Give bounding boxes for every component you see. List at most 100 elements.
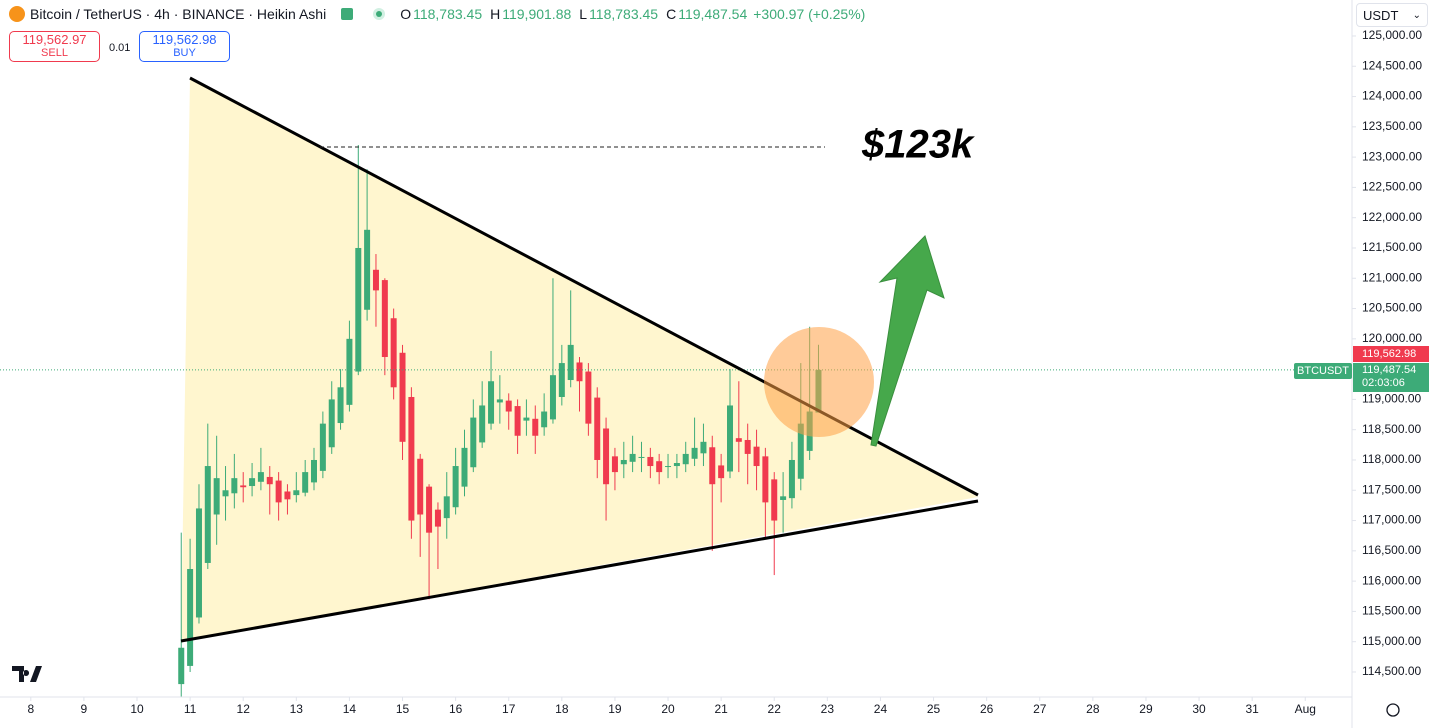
candle-body bbox=[532, 418, 539, 436]
candle-body bbox=[195, 508, 202, 618]
x-tick-label: 28 bbox=[1086, 702, 1100, 716]
x-tick-label: 14 bbox=[343, 702, 357, 716]
x-tick-label: 12 bbox=[237, 702, 251, 716]
last-tag bbox=[1353, 363, 1429, 392]
y-tick-label: 123,000.00 bbox=[1362, 149, 1422, 163]
status-icon bbox=[373, 8, 386, 20]
symbol-title: Bitcoin / TetherUS · 4h · BINANCE · Heik… bbox=[30, 6, 327, 22]
x-tick-label: 23 bbox=[821, 702, 835, 716]
candle-body bbox=[231, 478, 238, 494]
candle-body bbox=[293, 490, 300, 496]
last-tag-label: 119,487.54 bbox=[1362, 364, 1416, 376]
candle-body bbox=[204, 466, 211, 563]
candle-body bbox=[443, 496, 450, 519]
candle-body bbox=[691, 447, 698, 459]
candle-body bbox=[656, 461, 663, 473]
candle-body bbox=[735, 438, 742, 442]
x-tick-label: Aug bbox=[1295, 702, 1316, 716]
candle-body bbox=[434, 509, 441, 527]
ohlc-key: L bbox=[579, 6, 588, 22]
candle-body bbox=[673, 463, 680, 467]
candle-body bbox=[762, 456, 769, 503]
ask-tag bbox=[1353, 346, 1429, 362]
currency-select[interactable]: USDT ⌄ bbox=[1356, 3, 1428, 27]
candle-body bbox=[310, 459, 317, 483]
candle-body bbox=[682, 453, 689, 465]
x-tick-label: 31 bbox=[1245, 702, 1259, 716]
candle-body bbox=[585, 371, 592, 424]
candle-body bbox=[372, 269, 379, 291]
candle-body bbox=[408, 396, 415, 521]
y-axis: 114,500.00 115,000.00 115,500.00 116,000.00… bbox=[1352, 28, 1422, 678]
candle-body bbox=[780, 496, 787, 500]
candle-body bbox=[788, 459, 795, 499]
buy-label: BUY bbox=[173, 47, 196, 59]
candle-body bbox=[479, 405, 486, 443]
candle-body bbox=[594, 397, 601, 460]
candle-body bbox=[488, 381, 495, 424]
candle-body bbox=[665, 466, 672, 468]
ohlc-key: C bbox=[666, 6, 677, 22]
ohlc-value: 119,487.54 bbox=[678, 6, 748, 22]
y-tick-label: 122,000.00 bbox=[1362, 210, 1422, 224]
y-tick-label: 116,500.00 bbox=[1362, 543, 1421, 557]
x-tick-label: 8 bbox=[27, 702, 34, 716]
sell-price: 119,562.97 bbox=[22, 32, 87, 47]
candle-body bbox=[797, 423, 804, 479]
y-tick-label: 120,000.00 bbox=[1362, 331, 1422, 345]
candle-body bbox=[567, 344, 574, 381]
y-tick-label: 121,500.00 bbox=[1362, 240, 1422, 254]
currency: USDT bbox=[1363, 8, 1399, 23]
symbol-tag bbox=[1294, 363, 1352, 379]
change: +300.97 (+0.25%) bbox=[753, 6, 866, 22]
ohlc-key: O bbox=[400, 6, 412, 22]
legend: Bitcoin / TetherUS · 4h · BINANCE · Heik… bbox=[8, 5, 865, 23]
candle-body bbox=[700, 441, 707, 454]
settings-icon[interactable] bbox=[1386, 703, 1400, 717]
y-tick-label: 116,000.00 bbox=[1362, 573, 1421, 587]
candle-body bbox=[771, 479, 778, 521]
candle-body bbox=[399, 352, 406, 442]
x-axis: 8 9 10 11 12 13 14 15 16 17 18 19 20 21 22 23 24 25 26 27 28… bbox=[27, 697, 1316, 716]
x-tick-label: 18 bbox=[555, 702, 569, 716]
countdown: 02:03:06 bbox=[1362, 377, 1405, 389]
x-tick-label: 21 bbox=[714, 702, 728, 716]
y-tick-label: 115,500.00 bbox=[1362, 604, 1421, 618]
symbol-tag-label: BTCUSDT bbox=[1297, 365, 1349, 377]
candle-body bbox=[709, 447, 716, 485]
x-tick-label: 9 bbox=[81, 702, 88, 716]
ask-tag-label: 119,562.98 bbox=[1362, 348, 1416, 360]
buy-price: 119,562.98 bbox=[152, 32, 217, 47]
ohlc-key: H bbox=[490, 6, 501, 22]
candle-body bbox=[718, 465, 725, 479]
candle-body bbox=[213, 478, 220, 515]
candle-body bbox=[426, 486, 433, 533]
x-tick-label: 15 bbox=[396, 702, 410, 716]
y-tick-label: 123,500.00 bbox=[1362, 119, 1422, 133]
ohlc-value: 119,901.88 bbox=[502, 6, 572, 22]
candle-body bbox=[523, 417, 530, 421]
ohlc-value: 118,783.45 bbox=[413, 6, 483, 22]
y-tick-label: 115,000.00 bbox=[1362, 634, 1421, 648]
candle-body bbox=[187, 569, 194, 666]
candle-body bbox=[541, 411, 548, 428]
arrow bbox=[870, 235, 945, 447]
candle-body bbox=[417, 458, 424, 515]
logo bbox=[12, 666, 42, 682]
candle-body bbox=[558, 363, 565, 397]
candle-body bbox=[514, 406, 521, 436]
candle-body bbox=[302, 472, 309, 493]
x-tick-label: 27 bbox=[1033, 702, 1047, 716]
trendline bbox=[180, 499, 979, 643]
sell-button[interactable]: 119,562.97 SELL bbox=[9, 31, 100, 62]
y-tick-label: 124,000.00 bbox=[1362, 89, 1422, 103]
candle-body bbox=[638, 456, 645, 458]
x-tick-label: 13 bbox=[290, 702, 304, 716]
buy-button[interactable]: 119,562.98 BUY bbox=[139, 31, 230, 62]
highlight-circle bbox=[764, 327, 874, 437]
candle-body bbox=[346, 338, 353, 405]
y-tick-label: 118,500.00 bbox=[1362, 422, 1421, 436]
candle-body bbox=[470, 417, 477, 468]
candle-body bbox=[611, 456, 618, 473]
